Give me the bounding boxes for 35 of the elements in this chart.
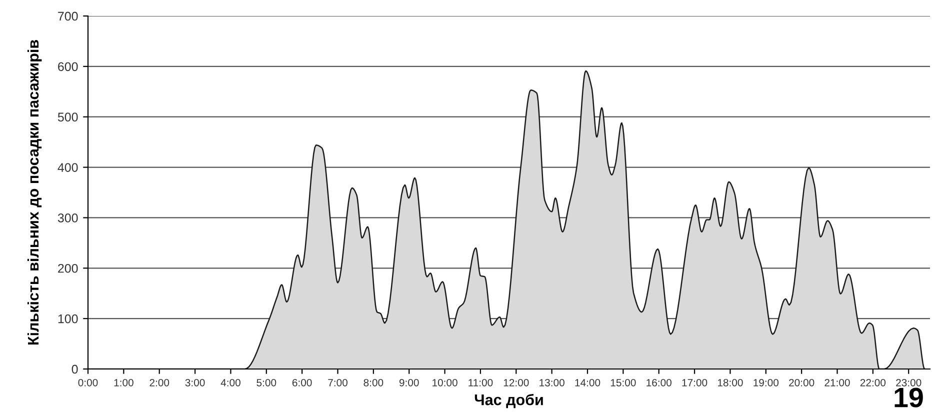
x-tick-label: 5:00	[256, 378, 276, 386]
x-tick-label: 8:00	[364, 378, 384, 386]
y-tick-label: 700	[58, 12, 78, 21]
y-tick-label: 500	[58, 112, 78, 122]
x-tick-label: 4:00	[220, 378, 240, 386]
text: 19	[894, 388, 923, 408]
x-tick-label: 14:00	[575, 378, 600, 386]
x-tick-label: 11:00	[468, 378, 493, 386]
x-tick-label: 15:00	[610, 378, 636, 386]
x-tick-label: 22:00	[860, 378, 886, 386]
y-tick-label: 600	[58, 62, 78, 72]
x-tick-label: 10:00	[432, 378, 458, 386]
y-tick-label: 300	[58, 214, 78, 222]
x-tick-label: 19:00	[754, 378, 779, 386]
y-tick-label: 400	[58, 163, 78, 172]
x-tick-label: 3:00	[185, 378, 205, 386]
x-tick-label: 20:00	[789, 378, 814, 386]
y-tick-label: 0	[72, 364, 78, 374]
x-tick-label: 17:00	[682, 378, 708, 386]
y-tick-label: 100	[58, 314, 78, 324]
x-tick-label: 0:00	[78, 378, 98, 386]
x-tick-label: 2:00	[150, 378, 170, 386]
x-tick-label: 6:00	[292, 378, 312, 386]
x-axis-title: Час доби	[474, 394, 543, 408]
y-tick-label: 200	[58, 264, 78, 273]
x-tick-label: 21:00	[824, 378, 850, 386]
x-tick-label: 9:00	[399, 378, 419, 386]
x-tick-label: 1:00	[114, 378, 134, 386]
x-tick-label: 7:00	[328, 378, 348, 386]
x-tick-label: 13:00	[540, 378, 564, 386]
x-tick-label: 12:00	[504, 378, 529, 386]
x-tick-label: 16:00	[646, 378, 672, 386]
x-tick-label: 18:00	[718, 378, 743, 386]
y-axis-title: Кількість вільних до посадки пасажирів	[27, 40, 42, 345]
x-tick-label: 23:00	[896, 378, 922, 386]
